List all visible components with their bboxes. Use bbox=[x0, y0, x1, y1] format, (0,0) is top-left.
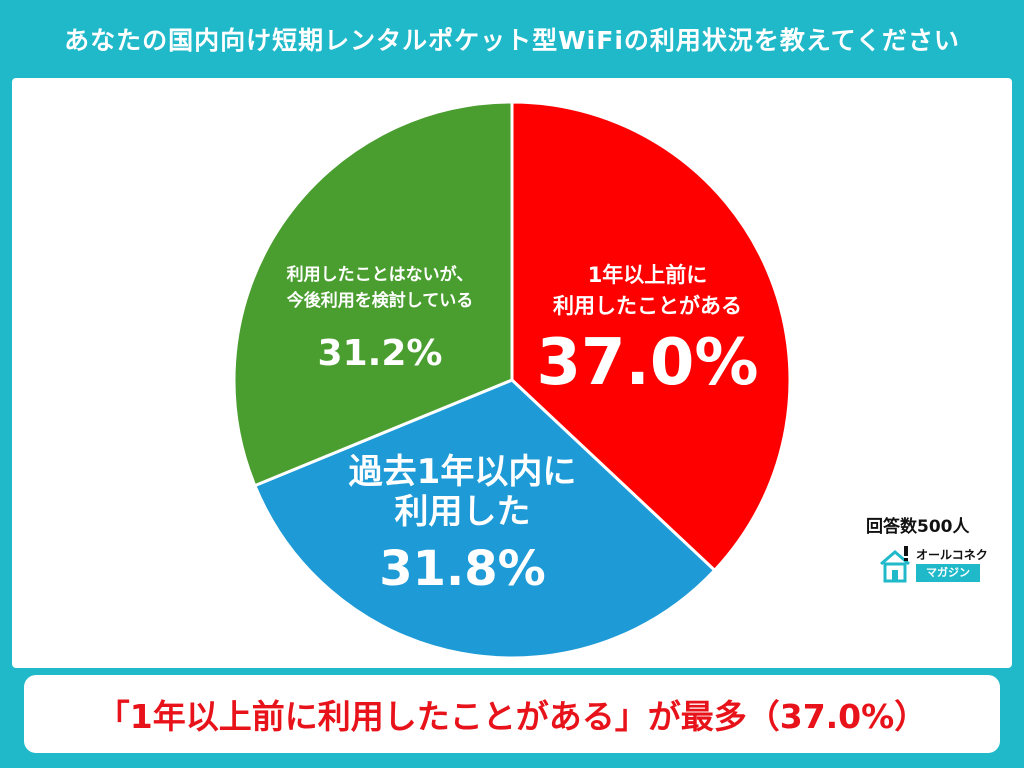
slice-label-over-one-year: 1年以上前に 利用したことがある 37.0% bbox=[515, 260, 780, 400]
slice-category-line2: 利用したことがある bbox=[553, 294, 742, 318]
summary-text: 「1年以上前に利用したことがある」が最多（37.0%） bbox=[96, 697, 928, 736]
slice-category-line2: 今後利用を検討している bbox=[286, 291, 474, 311]
slice-over-one-year bbox=[510, 100, 792, 573]
slice-percentage: 31.2% bbox=[317, 333, 443, 374]
slice-label-considering: 利用したことはないが、 今後利用を検討している 31.2% bbox=[250, 262, 510, 376]
logo-text-bottom: マガジン bbox=[916, 564, 980, 582]
brand-logo: オールコネクト マガジン bbox=[878, 546, 998, 586]
slice-percentage: 31.8% bbox=[379, 541, 546, 597]
summary-banner: 「1年以上前に利用したことがある」が最多（37.0%） bbox=[24, 675, 1000, 753]
slice-category-line1: 過去1年以内に bbox=[348, 452, 577, 492]
slice-label-within-one-year: 過去1年以内に 利用した 31.8% bbox=[315, 452, 610, 598]
slice-considering bbox=[232, 100, 514, 488]
chart-title: あなたの国内向け短期レンタルポケット型WiFiの利用状況を教えてください bbox=[64, 26, 960, 55]
house-icon bbox=[880, 546, 910, 583]
slice-category-line1: 1年以上前に bbox=[587, 263, 708, 287]
slice-percentage: 37.0% bbox=[536, 326, 759, 400]
slice-category-line1: 利用したことはないが、 bbox=[286, 265, 474, 285]
respondent-count: 回答数500人 bbox=[866, 517, 970, 537]
slice-category-line2: 利用した bbox=[394, 492, 531, 532]
slice-within-one-year bbox=[252, 378, 717, 660]
